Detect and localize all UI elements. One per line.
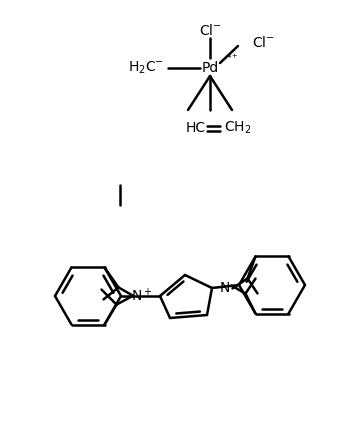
Text: Cl$^{-}$: Cl$^{-}$ — [252, 35, 275, 49]
Text: $^{4+}$: $^{4+}$ — [226, 53, 239, 63]
Text: H$_2$C$^{-}$: H$_2$C$^{-}$ — [128, 60, 164, 76]
Text: CH$_2$: CH$_2$ — [224, 120, 252, 136]
Text: HC: HC — [186, 121, 206, 135]
Text: N$^+$: N$^+$ — [131, 287, 152, 305]
Text: Cl$^{-}$: Cl$^{-}$ — [199, 23, 222, 37]
Text: N: N — [220, 281, 230, 295]
Text: Pd: Pd — [201, 61, 219, 75]
